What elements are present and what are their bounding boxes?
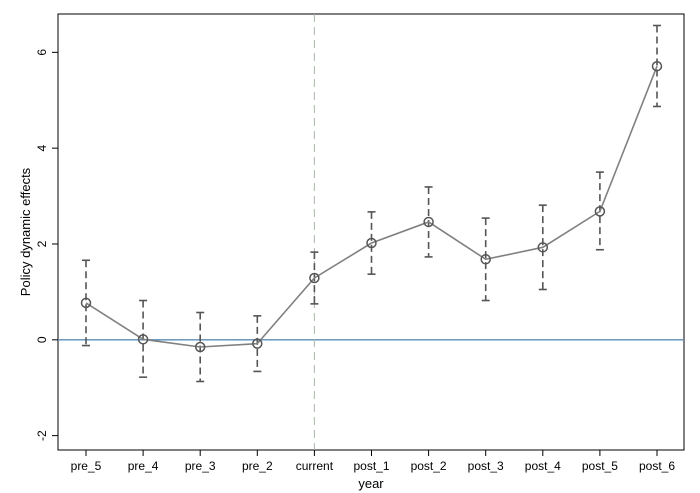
series-line bbox=[85, 65, 658, 348]
x-tick-label: post_4 bbox=[525, 459, 561, 473]
y-tick-label: 4 bbox=[35, 144, 49, 151]
data-point bbox=[252, 338, 263, 349]
y-axis-title: Policy dynamic effects bbox=[18, 167, 33, 296]
x-tick-label: pre_3 bbox=[185, 459, 216, 473]
data-point bbox=[651, 60, 663, 72]
x-tick-label: post_3 bbox=[468, 459, 504, 473]
data-point bbox=[80, 297, 92, 309]
x-tick-label: post_2 bbox=[411, 459, 447, 473]
data-point bbox=[480, 254, 491, 265]
x-tick-label: post_6 bbox=[639, 459, 675, 473]
x-tick-label: pre_5 bbox=[71, 459, 102, 473]
data-point bbox=[309, 272, 320, 284]
data-point bbox=[594, 206, 606, 217]
y-tick-label: 0 bbox=[35, 336, 49, 343]
y-tick-label: 2 bbox=[35, 240, 49, 247]
x-axis-title: year bbox=[358, 476, 384, 491]
x-tick-label: post_1 bbox=[353, 459, 389, 473]
plot-frame bbox=[57, 13, 685, 451]
x-tick-label: post_5 bbox=[582, 459, 618, 473]
data-point bbox=[366, 237, 377, 249]
x-tick-label: pre_4 bbox=[128, 459, 159, 473]
data-point bbox=[194, 341, 206, 353]
y-tick-label: 6 bbox=[35, 49, 49, 56]
data-point bbox=[537, 242, 549, 253]
x-tick-label: pre_2 bbox=[242, 459, 273, 473]
x-tick-label: current bbox=[296, 459, 334, 473]
data-point bbox=[137, 334, 149, 345]
y-tick-label: -2 bbox=[35, 430, 49, 441]
data-point bbox=[423, 216, 434, 228]
chart-marks: -2 0 2 4 6 pre_5 pre_4 pre_3 pre_2 current post_1 p… bbox=[35, 14, 684, 473]
